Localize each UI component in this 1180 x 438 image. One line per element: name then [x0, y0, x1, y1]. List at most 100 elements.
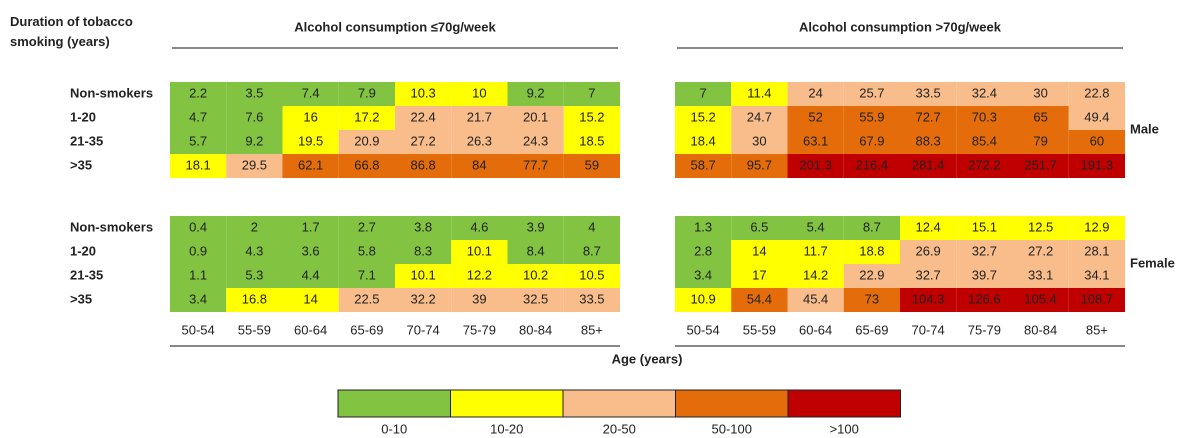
heat-cell	[226, 240, 283, 264]
heat-cell	[170, 82, 227, 106]
heat-cell	[956, 240, 1013, 264]
cell-value: 18.1	[185, 157, 210, 172]
cell-value: 8.7	[863, 219, 881, 234]
heat-cell	[843, 82, 900, 106]
heat-cell	[170, 288, 227, 312]
heat-cell	[170, 106, 227, 130]
cell-value: 34.1	[1084, 267, 1109, 282]
cell-value: 17.2	[354, 109, 379, 124]
heat-cell	[170, 216, 227, 240]
heat-cell	[843, 130, 900, 154]
legend-label: 0-10	[381, 421, 407, 436]
heat-cell	[843, 154, 900, 178]
cell-value: 7.4	[302, 85, 320, 100]
cell-value: 52	[808, 109, 822, 124]
legend-swatch	[787, 389, 901, 418]
cell-value: 79	[1033, 133, 1047, 148]
cell-value: 12.4	[915, 219, 940, 234]
heat-cell	[338, 154, 395, 178]
heat-cell	[226, 106, 283, 130]
heat-cell	[563, 82, 620, 106]
heat-cell	[226, 288, 283, 312]
cell-value: 24.3	[523, 133, 548, 148]
cell-value: 10.2	[523, 267, 548, 282]
cell-value: 27.2	[1028, 243, 1053, 258]
row-label: Non-smokers	[70, 219, 153, 234]
cell-value: 26.3	[467, 133, 492, 148]
cell-value: 22.4	[410, 109, 435, 124]
cell-value: 32.7	[972, 243, 997, 258]
heat-cell	[507, 288, 564, 312]
cell-value: 20.9	[354, 133, 379, 148]
heat-cell	[451, 264, 508, 288]
cell-value: 54.4	[747, 291, 772, 306]
heat-cell	[338, 240, 395, 264]
cell-value: 2	[251, 219, 258, 234]
heat-cell	[282, 82, 339, 106]
heat-cell	[395, 288, 452, 312]
cell-value: 77.7	[523, 157, 548, 172]
heat-cell	[731, 106, 788, 130]
legend-swatch	[337, 389, 451, 418]
cell-value: 7	[700, 85, 707, 100]
heat-cell	[900, 288, 957, 312]
heat-cell	[956, 82, 1013, 106]
cell-value: 73	[865, 291, 879, 306]
heat-cell	[507, 216, 564, 240]
cell-value: 9.2	[245, 133, 263, 148]
cell-value: 85.4	[972, 133, 997, 148]
heat-cell	[338, 288, 395, 312]
cell-value: 10.1	[467, 243, 492, 258]
cell-value: 104.3	[912, 291, 945, 306]
heat-cell	[675, 240, 732, 264]
legend-swatch	[562, 389, 676, 418]
cell-value: 32.4	[972, 85, 997, 100]
cell-value: 33.1	[1028, 267, 1053, 282]
heat-cell	[675, 154, 732, 178]
heat-cell	[900, 106, 957, 130]
heat-cell	[338, 216, 395, 240]
heat-cell	[563, 154, 620, 178]
cell-value: 272.2	[968, 157, 1001, 172]
heat-cell	[843, 264, 900, 288]
heat-cell	[1068, 264, 1125, 288]
cell-value: 281.4	[912, 157, 945, 172]
heat-cell	[282, 130, 339, 154]
heat-cell	[338, 82, 395, 106]
heat-cell	[787, 106, 844, 130]
cell-value: 16	[303, 109, 317, 124]
cell-value: 12.2	[467, 267, 492, 282]
x-tick-label: 70-74	[912, 322, 945, 337]
cell-value: 4.7	[189, 109, 207, 124]
cell-value: 70.3	[972, 109, 997, 124]
heat-cell	[338, 130, 395, 154]
heat-cell	[956, 264, 1013, 288]
cell-value: 10.3	[410, 85, 435, 100]
cell-value: 1.1	[189, 267, 207, 282]
heat-cell	[731, 130, 788, 154]
x-tick-label: 55-59	[743, 322, 776, 337]
cell-value: 11.7	[803, 243, 827, 258]
x-tick-label: 70-74	[407, 322, 440, 337]
heat-cell	[170, 130, 227, 154]
heat-cell	[226, 82, 283, 106]
cell-value: 65	[1033, 109, 1047, 124]
heat-cell	[1068, 82, 1125, 106]
cell-value: 45.4	[803, 291, 828, 306]
heat-cell	[170, 240, 227, 264]
cell-value: 32.2	[410, 291, 435, 306]
heat-cell	[675, 82, 732, 106]
cell-value: 10.9	[690, 291, 715, 306]
heat-cell	[787, 240, 844, 264]
heat-cell	[787, 82, 844, 106]
heat-cell	[507, 240, 564, 264]
cell-value: 84	[472, 157, 486, 172]
heat-cell	[787, 130, 844, 154]
cell-value: 33.5	[915, 85, 940, 100]
cell-value: 12.5	[1028, 219, 1053, 234]
heat-cell	[563, 240, 620, 264]
heat-cell	[1012, 240, 1069, 264]
x-tick-label: 55-59	[238, 322, 271, 337]
x-tick-label: 60-64	[294, 322, 327, 337]
x-tick-label: 60-64	[799, 322, 832, 337]
